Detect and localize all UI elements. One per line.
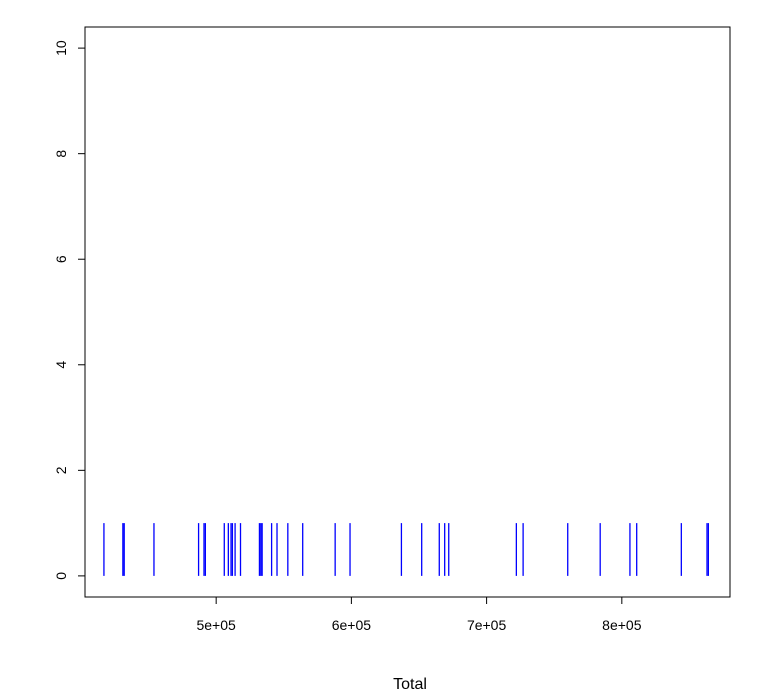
y-tick-label-4: 8 [53,150,69,158]
y-tick-label-3: 6 [53,255,69,263]
x-axis-title: Total [393,676,427,693]
x-axis: 5e+05 6e+05 7e+05 8e+05 [196,596,642,633]
x-tick-label-2: 7e+05 [467,617,507,633]
y-tick-label-2: 4 [53,361,69,369]
y-axis: 0 2 4 6 8 10 [53,40,86,580]
x-tick-label-0: 5e+05 [196,617,236,633]
x-tick-label-1: 6e+05 [332,617,372,633]
plot-box [84,26,731,598]
y-tick-label-1: 2 [53,466,69,474]
y-tick-label-0: 0 [53,572,69,580]
y-tick-label-5: 10 [53,40,69,56]
bar-series [103,523,710,576]
x-tick-label-3: 8e+05 [602,617,642,633]
